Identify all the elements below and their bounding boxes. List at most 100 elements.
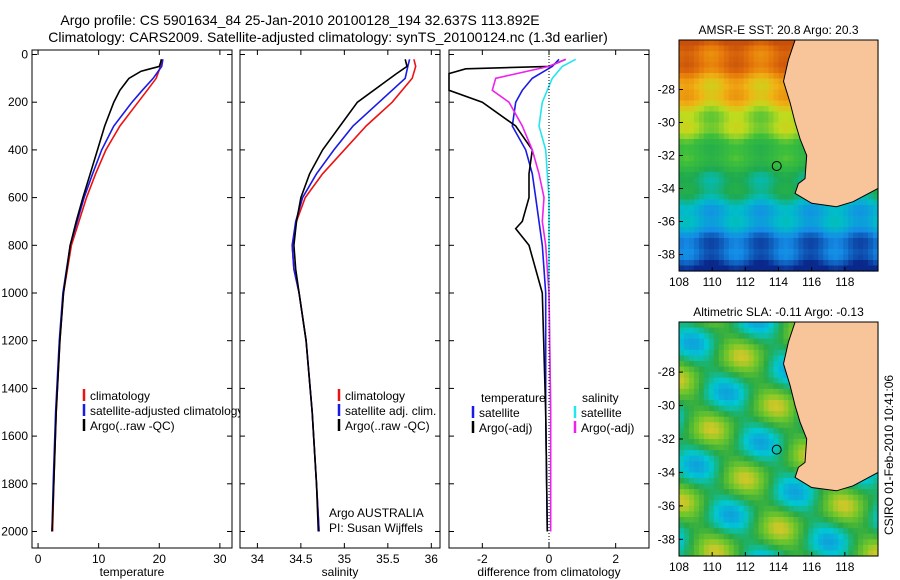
map-cell [679, 366, 685, 373]
map-cell [703, 505, 710, 513]
map-cell [788, 455, 795, 462]
map-cell [688, 155, 695, 162]
map-cell [753, 51, 760, 58]
map-cell [753, 383, 760, 390]
map-cell [758, 56, 765, 63]
map-cell [873, 199, 879, 206]
map-cell [718, 133, 725, 140]
map-cell [793, 227, 799, 234]
map-cell [763, 322, 770, 329]
map-cell [683, 500, 690, 507]
map-cell [858, 522, 864, 529]
map-cell [713, 333, 720, 340]
map-cell [683, 254, 690, 261]
map-cell [828, 243, 834, 250]
map-cell [833, 494, 839, 501]
map-cell [768, 505, 775, 513]
map-cell [688, 450, 695, 457]
map-cell [738, 427, 745, 435]
map-cell [679, 461, 685, 468]
map-cell [768, 95, 775, 102]
map-cell [708, 466, 715, 474]
map-cell [793, 533, 799, 540]
map-cell [763, 505, 770, 513]
map-cell [743, 494, 750, 501]
map-cell [763, 377, 770, 384]
map-cell [818, 227, 824, 234]
map-cell [763, 427, 770, 435]
map-cell [679, 177, 685, 184]
map-cell [698, 232, 705, 239]
map-cell [733, 122, 740, 129]
map-cell [758, 349, 765, 357]
map-cell [763, 232, 770, 239]
map-cell [733, 372, 740, 379]
map-cell [683, 67, 690, 74]
map-cell [733, 405, 740, 412]
map-cell [753, 427, 760, 435]
map-cell [743, 472, 750, 479]
map-cell [868, 210, 874, 217]
map-cell [793, 522, 799, 529]
map-cell [778, 433, 785, 440]
map-cell [818, 505, 824, 513]
map-cell [838, 221, 844, 228]
y-tick-label: -34 [658, 182, 676, 196]
map-cell [738, 394, 745, 401]
map-cell [838, 210, 844, 217]
map-cell [848, 517, 854, 524]
map-cell [773, 355, 780, 362]
map-cell [773, 400, 780, 407]
map-cell [768, 205, 775, 212]
map-cell [863, 533, 869, 540]
map-cell [733, 265, 740, 272]
map-cell [753, 238, 760, 245]
map-cell [683, 45, 690, 52]
map-cell [768, 100, 775, 107]
map-cell [833, 522, 839, 529]
map-cell [688, 517, 695, 524]
map-cell [713, 67, 720, 74]
map-cell [693, 161, 700, 168]
map-cell [748, 100, 755, 107]
map-cell [698, 505, 705, 513]
map-cell [693, 172, 700, 179]
map-cell [763, 489, 770, 496]
map-cell [783, 450, 790, 457]
map-cell [738, 517, 745, 524]
map-cell [873, 494, 879, 501]
map-cell [738, 238, 745, 245]
map-cell [698, 221, 705, 228]
map-cell [693, 78, 700, 85]
map-cell [808, 216, 814, 223]
map-cell [773, 455, 780, 462]
map-cell [778, 478, 785, 485]
map-cell [873, 216, 879, 223]
map-cell [798, 444, 804, 451]
map-cell [713, 388, 720, 396]
map-cell [793, 511, 799, 518]
map-cell [753, 183, 760, 190]
map-cell [753, 117, 760, 124]
map-cell [698, 322, 705, 329]
map-cell [698, 533, 705, 540]
x-tick-label: 118 [835, 275, 854, 289]
map-cell [763, 45, 770, 52]
map-cell [828, 260, 834, 267]
map-cell [693, 139, 700, 146]
map-cell [748, 249, 755, 256]
map-cell [813, 265, 819, 272]
map-cell [743, 243, 750, 250]
map-cell [683, 249, 690, 256]
map-cell [813, 528, 819, 535]
map-cell [728, 216, 735, 223]
map-cell [683, 155, 690, 162]
map-cell [693, 466, 700, 474]
map-cell [703, 405, 710, 412]
map-cell [713, 338, 720, 345]
map-cell [728, 84, 735, 91]
map-cell [698, 40, 705, 47]
map-cell [733, 544, 740, 552]
map-cell [863, 544, 869, 552]
map-cell [768, 533, 775, 540]
